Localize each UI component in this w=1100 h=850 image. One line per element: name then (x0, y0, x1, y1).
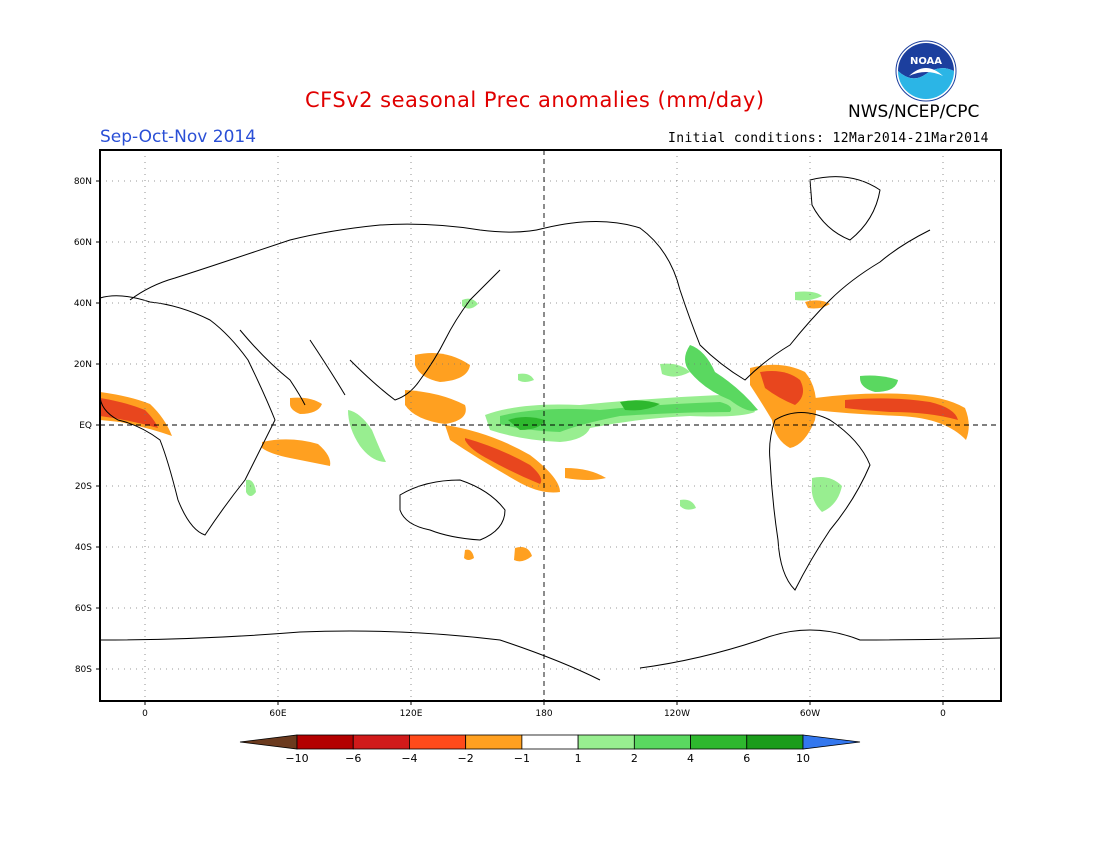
colorbar-label: −10 (285, 752, 308, 765)
lat-tick-label: EQ (79, 421, 92, 431)
coastline-north-america (544, 221, 931, 381)
colorbar: −10 −6 −4 −2 −1 1 2 4 6 10 (239, 734, 861, 765)
chart-title: CFSv2 seasonal Prec anomalies (mm/day) (305, 88, 765, 112)
lat-tick-label: 60N (74, 238, 92, 248)
lon-tick-label: 60E (269, 709, 286, 719)
lat-tick-label: 60S (75, 604, 92, 614)
season-label: Sep-Oct-Nov 2014 (100, 127, 257, 147)
lon-tick-label: 60W (800, 709, 820, 719)
colorbar-label: −1 (514, 752, 530, 765)
wet-spot-madagascar (246, 479, 256, 496)
lon-tick-label: 120E (400, 709, 423, 719)
colorbar-segment (633, 734, 691, 750)
colorbar-segment (465, 734, 523, 750)
colorbar-label: 1 (575, 752, 582, 765)
coastline-eurasia (129, 223, 546, 406)
latitude-labels: 80N 60N 40N 20N EQ 20S 40S 60S 80S (74, 177, 92, 675)
lon-tick-label: 180 (535, 709, 552, 719)
colorbar-segment (802, 734, 861, 750)
initial-conditions-label: Initial conditions: 12Mar2014-21Mar2014 (668, 131, 989, 146)
colorbar-label: −2 (458, 752, 474, 765)
longitude-labels: 0 60E 120E 180 120W 60W 0 (142, 709, 946, 719)
colorbar-segment (690, 734, 748, 750)
colorbar-label: −4 (401, 752, 417, 765)
dry-spot-new-zealand (514, 547, 532, 562)
lat-tick-label: 40S (75, 543, 92, 553)
dry-spot-tasman (464, 549, 474, 560)
coastline-south-america (769, 412, 871, 591)
colorbar-segment (352, 734, 410, 750)
colorbar-label: 10 (796, 752, 810, 765)
tick-marks (96, 180, 944, 705)
wet-region-mexico (685, 345, 758, 411)
lon-tick-label: 120W (664, 709, 690, 719)
wet-region-tropical-atlantic (860, 375, 898, 392)
dry-core-atlantic (845, 398, 958, 420)
colorbar-label: 4 (687, 752, 694, 765)
colorbar-label: 6 (743, 752, 750, 765)
dry-core-caribbean (760, 371, 804, 405)
wet-spot-central-pacific-north (518, 373, 534, 382)
reference-lines (100, 150, 1001, 701)
wet-core-mid-pacific (620, 400, 660, 411)
lat-tick-label: 80N (74, 177, 92, 187)
lat-tick-label: 20N (74, 360, 92, 370)
coastline-australia (399, 479, 506, 541)
colorbar-segment (521, 734, 579, 750)
graticule (100, 150, 1001, 701)
lat-tick-label: 20S (75, 482, 92, 492)
colorbar-label: 2 (631, 752, 638, 765)
colorbar-segment (239, 734, 298, 750)
dry-region-west-pacific (415, 352, 470, 382)
dry-region-central-pacific (565, 468, 606, 480)
anomaly-shading (100, 291, 969, 562)
agency-label: NWS/NCEP/CPC (848, 102, 980, 122)
dry-region-philippines (405, 390, 466, 424)
colorbar-segment (296, 734, 354, 750)
wet-region-indonesia-west (348, 410, 386, 462)
coastline-greenland (809, 176, 881, 241)
wet-spot-pacific-south (680, 499, 696, 510)
lat-tick-label: 80S (75, 665, 92, 675)
noaa-logo: NOAA (895, 40, 957, 102)
colorbar-segment (746, 734, 804, 750)
wet-region-east-pacific (660, 363, 690, 377)
lon-tick-label: 0 (940, 709, 946, 719)
colorbar-segment (409, 734, 467, 750)
dry-region-arabian-sea (290, 397, 322, 414)
colorbar-segment (577, 734, 635, 750)
lat-tick-label: 40N (74, 299, 92, 309)
dry-core-gulf-guinea (100, 398, 158, 428)
lon-tick-label: 0 (142, 709, 148, 719)
coastlines (99, 176, 1001, 681)
wet-spot-north-atlantic (795, 291, 822, 301)
noaa-logo-text: NOAA (910, 56, 942, 67)
colorbar-label: −6 (345, 752, 361, 765)
coastline-africa (99, 295, 276, 536)
wet-region-brazil (811, 477, 842, 512)
wet-mid-central-pacific (500, 402, 732, 432)
dry-region-indian-ocean (262, 439, 331, 466)
dry-core-south-pacific (465, 438, 542, 484)
wet-core-central-pacific (508, 417, 545, 430)
